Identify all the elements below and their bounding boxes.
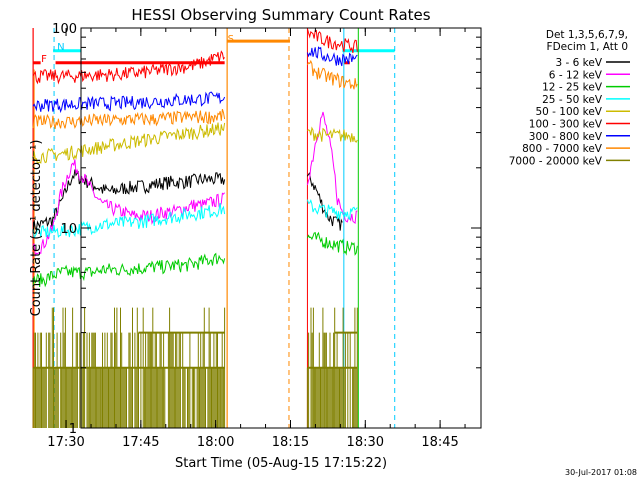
legend: Det 1,3,5,6,7,9,FDecim 1, Att 0 3 - 6 keV…	[509, 29, 630, 167]
series-line	[32, 252, 226, 288]
annotations: NF S	[41, 34, 234, 65]
axis-ticks: 17:30 17:45 18:00 18:15 18:30 18:45 1 10 100	[47, 22, 481, 450]
annotation-label: F	[41, 54, 47, 65]
x-tick-label: 18:00	[197, 435, 234, 450]
legend-label: 800 - 7000 keV	[522, 143, 603, 155]
annotation-label: S	[228, 34, 234, 45]
footer-timestamp: 30-Jul-2017 01:08	[565, 468, 637, 477]
x-axis-label: Start Time (05-Aug-15 17:15:22)	[175, 456, 387, 471]
y-axis-label: Count Rate (s⁻¹ detector⁻¹)	[29, 140, 44, 317]
series-line	[306, 46, 358, 67]
series-line	[307, 126, 358, 143]
legend-label: 7000 - 20000 keV	[509, 155, 603, 167]
y-tick-label: 100	[52, 22, 77, 37]
series-line	[306, 198, 358, 221]
series-line	[32, 122, 226, 165]
legend-label: 3 - 6 keV	[555, 57, 602, 69]
series-line	[32, 159, 225, 257]
legend-label: 300 - 800 keV	[529, 131, 603, 143]
x-tick-label: 17:45	[122, 435, 159, 450]
y-tick-label: 10	[60, 222, 77, 237]
series-line	[306, 231, 358, 256]
annotation-label: N	[57, 42, 64, 53]
legend-header: FDecim 1, Att 0	[547, 41, 628, 53]
chart-title: HESSI Observing Summary Count Rates	[131, 6, 430, 24]
x-tick-label: 18:45	[421, 435, 458, 450]
legend-header: Det 1,3,5,6,7,9,	[546, 29, 628, 41]
x-tick-label: 18:15	[272, 435, 309, 450]
series-line	[306, 59, 358, 90]
x-tick-label: 17:30	[47, 435, 84, 450]
legend-label: 50 - 100 keV	[535, 106, 602, 118]
legend-label: 6 - 12 keV	[549, 69, 603, 81]
series-layer	[32, 28, 358, 288]
series-line	[306, 111, 358, 225]
legend-label: 25 - 50 keV	[542, 94, 603, 106]
series-line	[32, 91, 226, 114]
legend-label: 12 - 25 keV	[542, 82, 603, 94]
series-line	[32, 108, 226, 130]
series-line	[32, 50, 225, 85]
x-tick-label: 18:30	[347, 435, 384, 450]
highest-channel-noise	[32, 307, 358, 428]
y-tick-label: 1	[69, 422, 77, 437]
legend-label: 100 - 300 keV	[529, 119, 603, 131]
series-line	[32, 203, 226, 239]
